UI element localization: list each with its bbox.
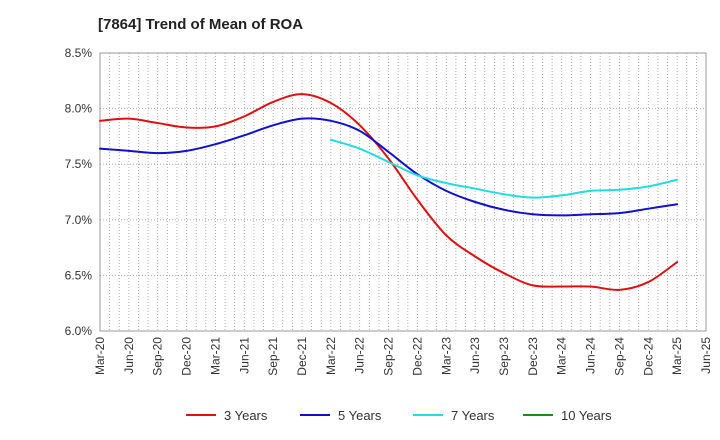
x-tick-label: Mar-20	[93, 337, 107, 375]
series-line-5-years	[99, 117, 679, 217]
x-tick-label: Mar-25	[670, 337, 684, 375]
legend-label-3-years: 3 Years	[224, 408, 268, 423]
x-tick-label: Sep-20	[151, 337, 165, 376]
legend-label-5-years: 5 Years	[338, 408, 382, 423]
x-tick-label: Mar-22	[324, 337, 338, 375]
legend-label-10-years: 10 Years	[561, 408, 612, 423]
x-tick-label: Sep-21	[266, 337, 280, 376]
series-line-3-years	[99, 93, 679, 291]
axes: 6.0% 6.5% 7.0% 7.5% 8.0% 8.5% Mar-20 Jun-20 Sep-…	[65, 46, 713, 376]
x-tick-label: Mar-24	[555, 337, 569, 375]
x-tick-label: Mar-21	[208, 337, 222, 375]
x-tick-label: Sep-23	[497, 337, 511, 376]
x-tick-label: Jun-22	[353, 337, 367, 374]
series-lines	[99, 93, 679, 291]
legend-label-7-years: 7 Years	[451, 408, 495, 423]
y-tick-label: 7.5%	[65, 157, 93, 171]
y-tick-label: 8.0%	[65, 102, 93, 116]
x-tick-label: Dec-24	[641, 337, 655, 376]
x-tick-label: Dec-23	[526, 337, 540, 376]
x-tick-label: Jun-20	[122, 337, 136, 374]
y-tick-label: 6.5%	[65, 268, 93, 282]
series-line-7-years	[329, 138, 679, 199]
x-tick-label: Jun-23	[468, 337, 482, 374]
legend: 3 Years 5 Years 7 Years 10 Years	[186, 408, 612, 423]
grid	[99, 52, 707, 332]
y-tick-label: 7.0%	[65, 213, 93, 227]
x-tick-label: Jun-21	[237, 337, 251, 374]
y-tick-label: 6.0%	[65, 324, 93, 338]
x-tick-label: Mar-23	[439, 337, 453, 375]
x-tick-label: Dec-22	[410, 337, 424, 376]
x-tick-label: Dec-21	[295, 337, 309, 376]
x-tick-label: Dec-20	[180, 337, 194, 376]
y-tick-label: 8.5%	[65, 46, 93, 60]
x-tick-label: Sep-24	[612, 337, 626, 376]
chart-title: [7864] Trend of Mean of ROA	[98, 16, 303, 33]
x-tick-label: Jun-24	[584, 337, 598, 374]
x-tick-label: Sep-22	[382, 337, 396, 376]
plot-frame	[99, 52, 707, 332]
x-tick-label: Jun-25	[699, 337, 713, 374]
